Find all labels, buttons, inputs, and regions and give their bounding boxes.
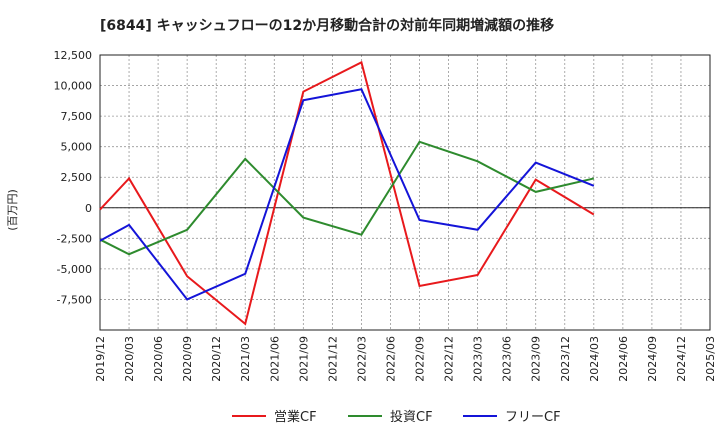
series-line [99, 88, 595, 301]
x-tick-label: 2020/12 [210, 336, 223, 382]
y-tick-label: 10,000 [54, 80, 93, 93]
x-axis-ticks: 2019/12 2020/03 2020/06 2020/09 2020/12 2021/… [94, 336, 717, 382]
y-tick-label: 7,500 [61, 110, 93, 123]
x-tick-label: 2024/06 [617, 336, 630, 382]
x-tick-label: 2024/09 [646, 336, 659, 382]
x-tick-label: 2023/12 [559, 336, 572, 382]
x-tick-label: 2025/03 [704, 336, 717, 382]
x-tick-label: 2022/06 [384, 336, 397, 382]
x-tick-label: 2021/03 [239, 336, 252, 382]
x-tick-label: 2021/09 [297, 336, 310, 382]
y-axis-label: (百万円) [6, 189, 19, 231]
series-line [99, 140, 595, 256]
x-tick-label: 2021/12 [326, 336, 339, 382]
x-tick-label: 2023/06 [501, 336, 514, 382]
legend-label: 投資CF [390, 409, 433, 425]
y-tick-label: -5,000 [57, 263, 92, 276]
x-tick-label: 2020/09 [181, 336, 194, 382]
y-tick-label: 0 [85, 202, 92, 215]
x-tick-label: 2022/03 [355, 336, 368, 382]
x-tick-label: 2020/03 [123, 336, 136, 382]
y-tick-label: 5,000 [61, 141, 93, 154]
x-tick-label: 2023/09 [530, 336, 543, 382]
y-axis-ticks: 12,500 10,000 7,500 5,000 2,500 0 -2,500 -5,000… [54, 49, 93, 306]
y-tick-label: 2,500 [61, 171, 93, 184]
x-tick-label: 2019/12 [94, 336, 107, 382]
y-tick-label: -2,500 [57, 232, 92, 245]
x-tick-label: 2022/12 [443, 336, 456, 382]
x-tick-label: 2023/03 [472, 336, 485, 382]
legend-label: フリーCF [505, 410, 561, 425]
y-tick-label: -7,500 [57, 293, 92, 306]
grid [100, 55, 710, 330]
x-tick-label: 2020/06 [152, 336, 165, 382]
plot-frame [99, 54, 711, 331]
series-line [99, 60, 595, 326]
chart-title: [6844] キャッシュフローの12か月移動合計の対前年同期増減額の推移 [100, 17, 554, 34]
series-lines [99, 60, 595, 326]
x-tick-label: 2022/09 [414, 336, 427, 382]
x-tick-label: 2024/12 [675, 336, 688, 382]
legend: 営業CF 投資CF フリーCF [232, 409, 561, 425]
legend-label: 営業CF [274, 409, 317, 425]
x-tick-label: 2021/06 [268, 336, 281, 382]
x-tick-label: 2024/03 [588, 336, 601, 382]
y-tick-label: 12,500 [54, 49, 93, 62]
